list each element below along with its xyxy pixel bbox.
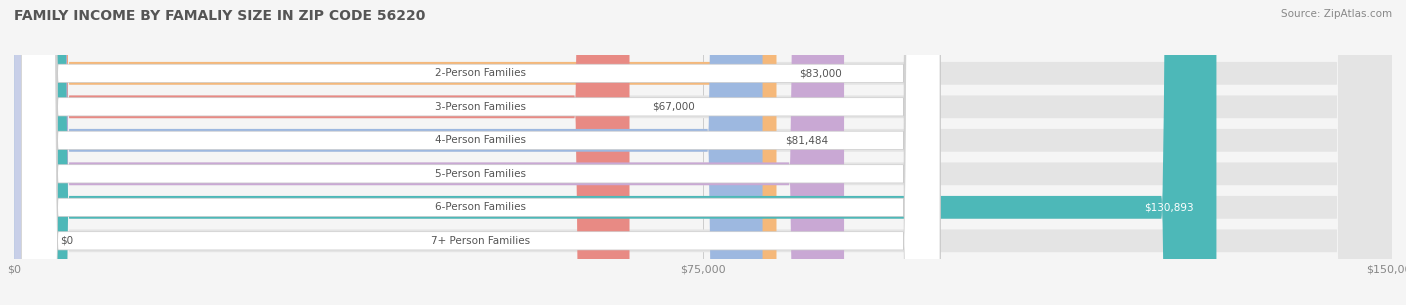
Text: 7+ Person Families: 7+ Person Families [432, 236, 530, 246]
FancyBboxPatch shape [21, 0, 941, 305]
Text: 6-Person Families: 6-Person Families [436, 202, 526, 212]
Text: $90,357: $90,357 [778, 169, 821, 179]
FancyBboxPatch shape [14, 0, 1392, 305]
FancyBboxPatch shape [21, 0, 941, 305]
Text: FAMILY INCOME BY FAMALIY SIZE IN ZIP CODE 56220: FAMILY INCOME BY FAMALIY SIZE IN ZIP COD… [14, 9, 426, 23]
FancyBboxPatch shape [14, 0, 762, 305]
Text: Source: ZipAtlas.com: Source: ZipAtlas.com [1281, 9, 1392, 19]
FancyBboxPatch shape [21, 0, 941, 305]
FancyBboxPatch shape [14, 0, 1216, 305]
FancyBboxPatch shape [14, 0, 1392, 305]
FancyBboxPatch shape [14, 0, 630, 305]
FancyBboxPatch shape [21, 0, 941, 305]
Text: $83,000: $83,000 [800, 68, 842, 78]
Text: $130,893: $130,893 [1144, 202, 1194, 212]
Text: 4-Person Families: 4-Person Families [436, 135, 526, 145]
FancyBboxPatch shape [21, 0, 941, 305]
FancyBboxPatch shape [14, 0, 776, 305]
Text: 5-Person Families: 5-Person Families [436, 169, 526, 179]
FancyBboxPatch shape [14, 0, 51, 305]
FancyBboxPatch shape [14, 0, 1392, 305]
Text: 2-Person Families: 2-Person Families [436, 68, 526, 78]
FancyBboxPatch shape [14, 0, 844, 305]
FancyBboxPatch shape [21, 0, 941, 305]
FancyBboxPatch shape [14, 0, 1392, 305]
Text: $67,000: $67,000 [652, 102, 695, 112]
Text: $0: $0 [60, 236, 73, 246]
FancyBboxPatch shape [14, 0, 1392, 305]
FancyBboxPatch shape [14, 0, 1392, 305]
Text: $81,484: $81,484 [786, 135, 828, 145]
Text: 3-Person Families: 3-Person Families [436, 102, 526, 112]
